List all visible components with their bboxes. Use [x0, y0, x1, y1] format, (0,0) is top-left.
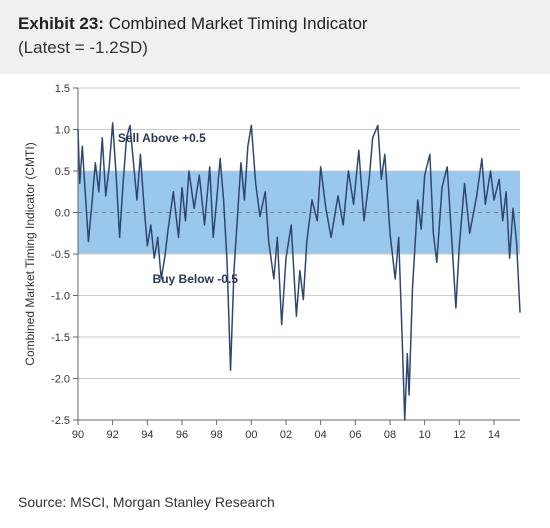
chart-annotation: Buy Below -0.5	[153, 272, 239, 286]
x-tick-label: 02	[280, 429, 292, 441]
source-text: Source: MSCI, Morgan Stanley Research	[18, 494, 275, 510]
x-tick-label: 12	[453, 429, 465, 441]
y-tick-label: -0.5	[51, 249, 70, 261]
y-tick-label: -2.0	[51, 373, 70, 385]
x-tick-label: 00	[245, 429, 257, 441]
y-tick-label: 1.0	[55, 124, 70, 136]
chart-annotation: Sell Above +0.5	[118, 131, 206, 145]
chart-box: -2.5 -2.0 -1.5 -1.0 -0.5 0.0 0.5 1.0 1.5 90 92 94 96…	[18, 78, 532, 476]
x-tick-label: 04	[315, 429, 327, 441]
y-axis-label: Combined Market Timing Indicator (CMTI)	[23, 142, 37, 365]
exhibit-label: Exhibit 23:	[18, 14, 104, 33]
y-tick-label: 1.5	[55, 83, 70, 95]
x-tick-label: 92	[107, 429, 119, 441]
y-tick-label: -2.5	[51, 415, 70, 427]
exhibit-subtitle: (Latest = -1.2SD)	[18, 36, 532, 60]
x-tick-label: 08	[384, 429, 396, 441]
x-tick-label: 94	[141, 429, 153, 441]
cmti-chart: -2.5 -2.0 -1.5 -1.0 -0.5 0.0 0.5 1.0 1.5 90 92 94 96…	[18, 78, 532, 448]
chart-area: -2.5 -2.0 -1.5 -1.0 -0.5 0.0 0.5 1.0 1.5 90 92 94 96…	[0, 74, 550, 484]
x-tick-label: 96	[176, 429, 188, 441]
x-tick-label: 10	[419, 429, 431, 441]
y-tick-label: -1.0	[51, 290, 70, 302]
x-tick-label: 14	[488, 429, 500, 441]
y-tick-label: 0.0	[55, 207, 70, 219]
x-tick-label: 98	[211, 429, 223, 441]
exhibit-header: Exhibit 23: Combined Market Timing Indic…	[0, 0, 550, 74]
exhibit-footer: Source: MSCI, Morgan Stanley Research	[0, 484, 550, 528]
x-tick-label: 90	[72, 429, 84, 441]
y-tick-label: 0.5	[55, 166, 70, 178]
exhibit-container: Exhibit 23: Combined Market Timing Indic…	[0, 0, 550, 528]
x-tick-label: 06	[349, 429, 361, 441]
exhibit-title: Combined Market Timing Indicator	[109, 14, 368, 33]
y-tick-label: -1.5	[51, 332, 70, 344]
